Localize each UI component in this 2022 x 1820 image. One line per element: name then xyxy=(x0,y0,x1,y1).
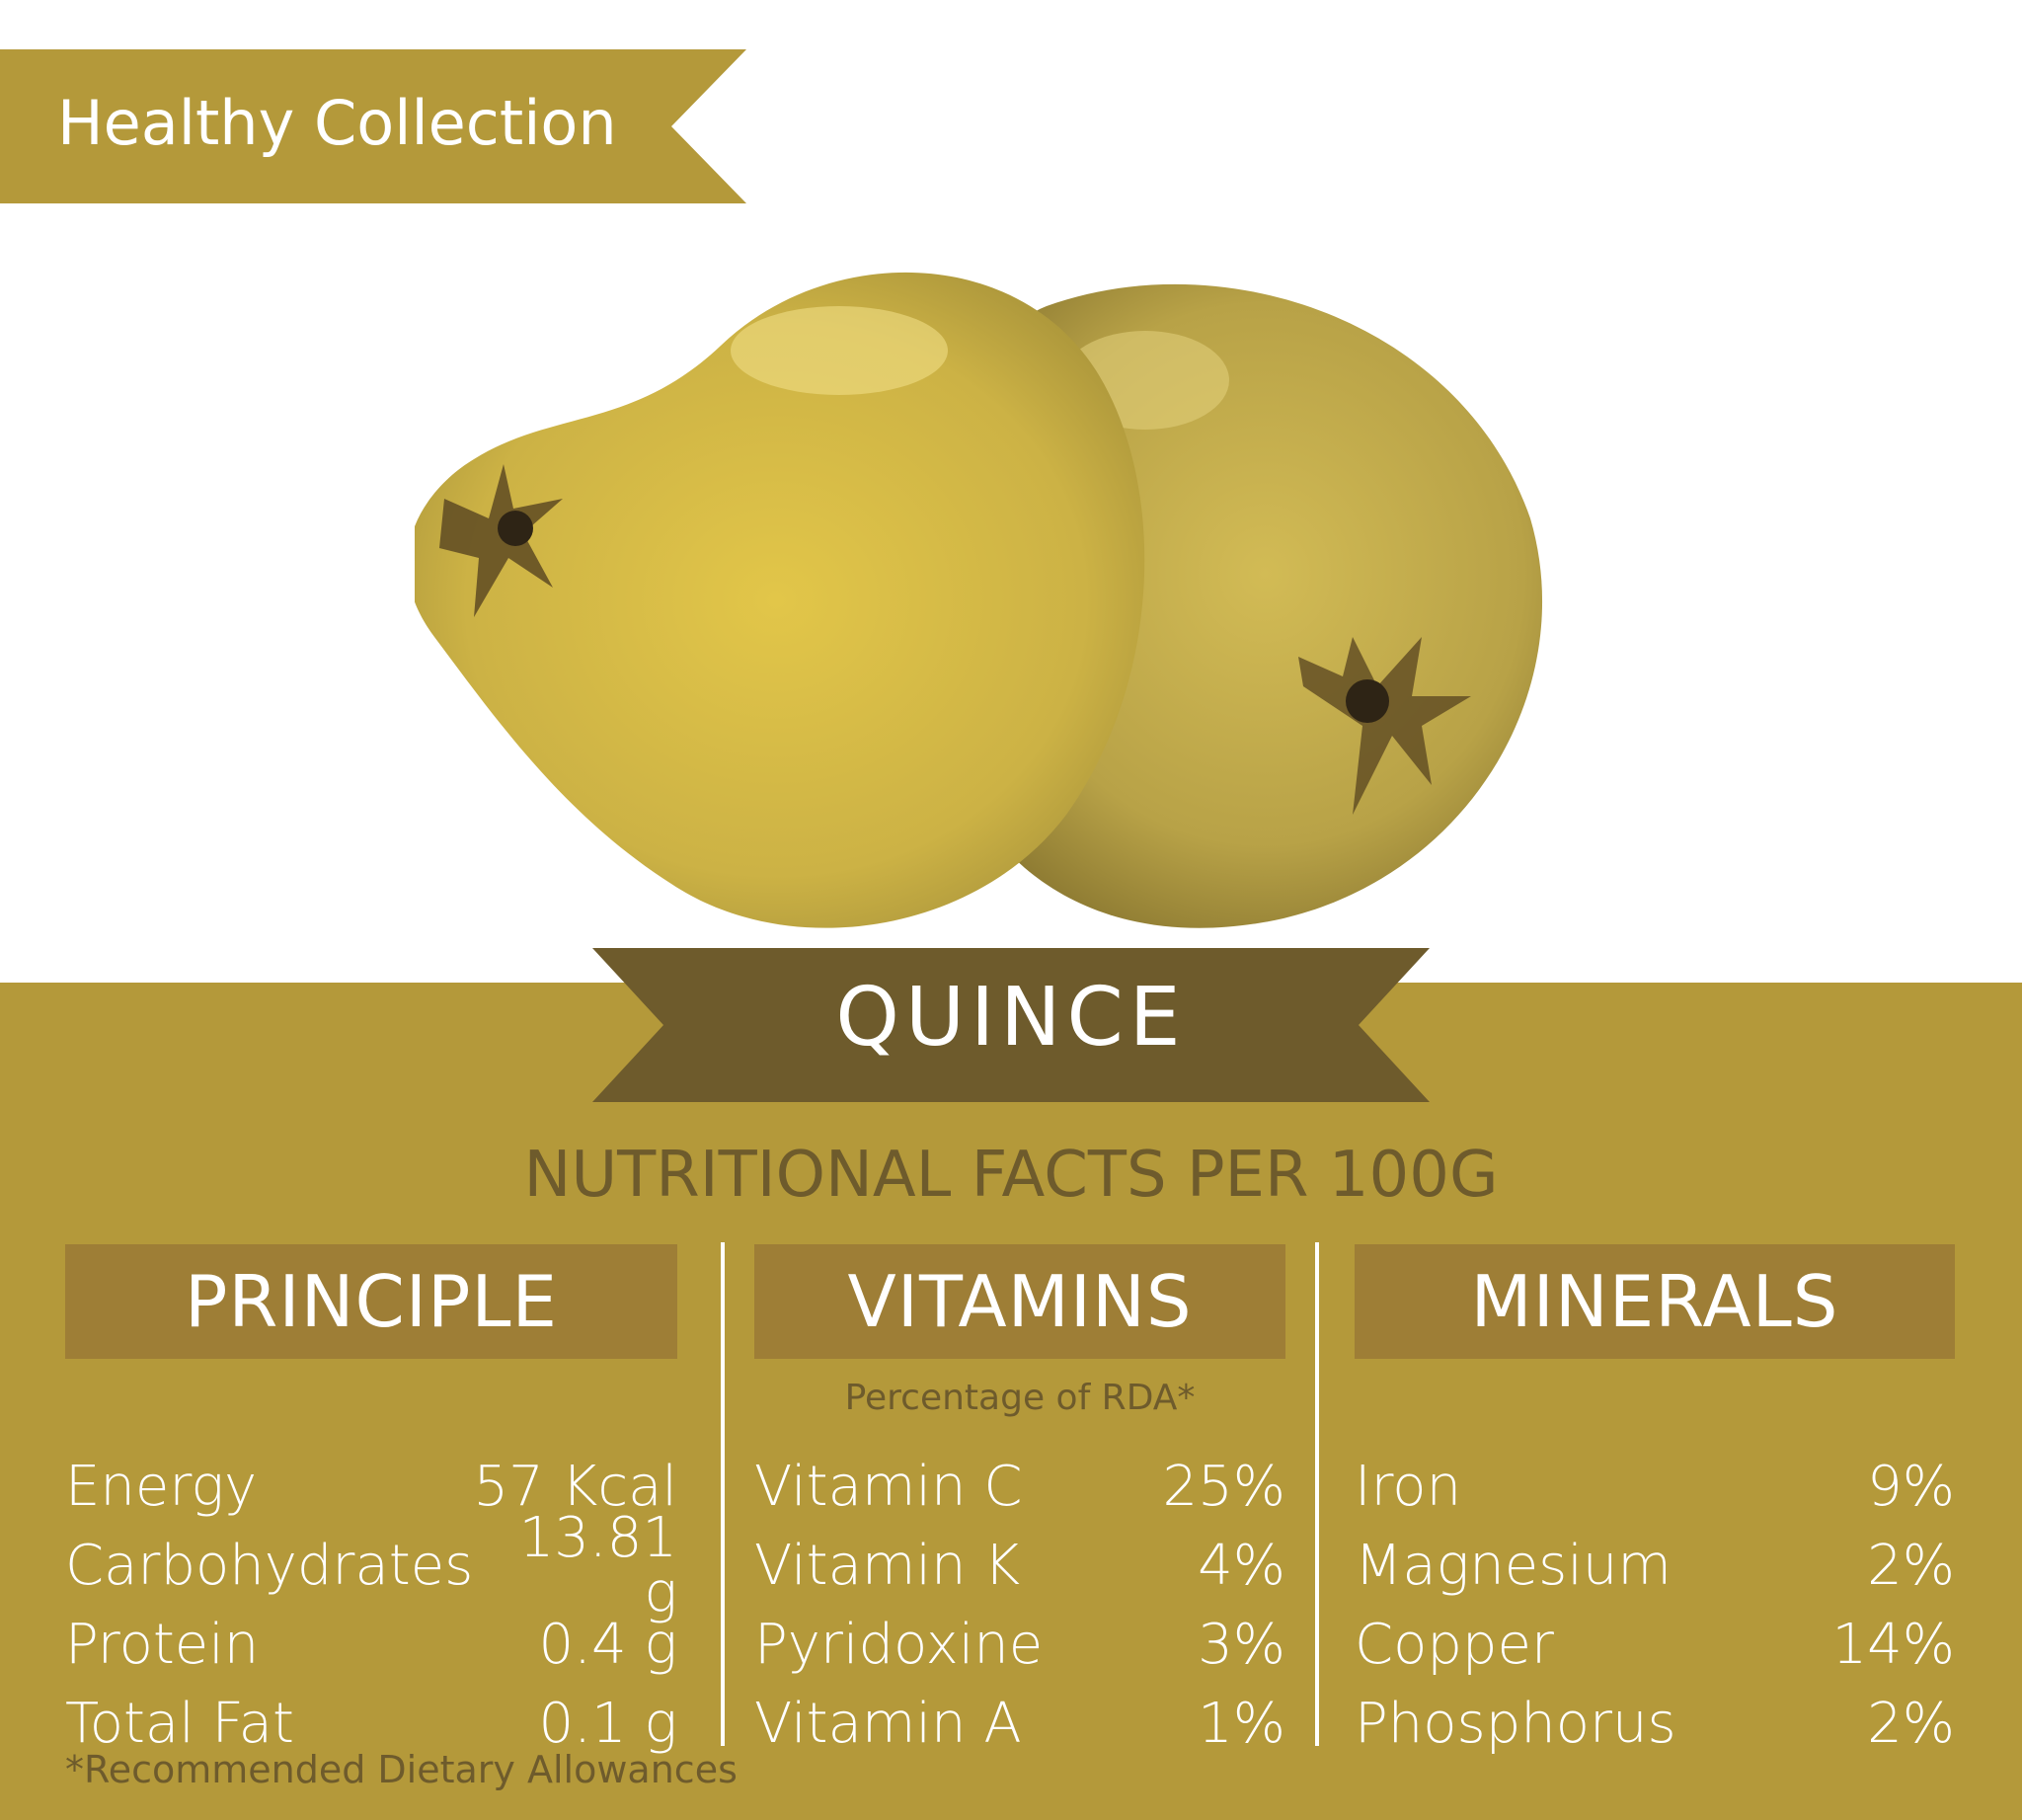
row-value: 14% xyxy=(1831,1613,1955,1677)
row-value: 3% xyxy=(1198,1613,1285,1677)
nutrition-panel xyxy=(0,983,2022,1820)
row-value: 4% xyxy=(1198,1534,1285,1598)
row-value: 9% xyxy=(1867,1455,1955,1519)
mineral-row: Copper 14% xyxy=(1355,1606,1955,1685)
vitamin-row: Vitamin K 4% xyxy=(754,1527,1285,1606)
principle-row: Carbohydrates 13.81 g xyxy=(65,1511,677,1622)
row-value: 2% xyxy=(1867,1692,1955,1756)
column-divider xyxy=(721,1242,725,1746)
row-label: Vitamin C xyxy=(754,1455,1023,1519)
minerals-column: MINERALS Iron 9% Magnesium 2% Copper 14% Ph… xyxy=(1355,1244,1955,1764)
row-label: Magnesium xyxy=(1355,1534,1672,1598)
mineral-row: Phosphorus 2% xyxy=(1355,1685,1955,1764)
row-label: Iron xyxy=(1355,1455,1462,1519)
row-value: 0.4 g xyxy=(538,1613,677,1677)
row-label: Pyridoxine xyxy=(754,1613,1044,1677)
mineral-row: Iron 9% xyxy=(1355,1448,1955,1527)
column-divider xyxy=(1315,1242,1319,1746)
minerals-heading: MINERALS xyxy=(1355,1244,1955,1359)
ribbon-label: Healthy Collection xyxy=(57,87,617,159)
vitamins-heading: VITAMINS xyxy=(754,1244,1285,1359)
principle-column: PRINCIPLE Energy 57 Kcal Carbohydrates 13.… xyxy=(65,1244,677,1764)
footnote: *Recommended Dietary Allowances xyxy=(65,1748,738,1791)
row-value: 25% xyxy=(1162,1455,1285,1519)
vitamin-row: Vitamin C 25% xyxy=(754,1448,1285,1527)
row-label: Total Fat xyxy=(65,1692,294,1756)
row-value: 57 Kcal xyxy=(473,1455,677,1519)
vitamin-row: Pyridoxine 3% xyxy=(754,1606,1285,1685)
principle-row: Total Fat 0.1 g xyxy=(65,1685,677,1764)
principle-row: Protein 0.4 g xyxy=(65,1606,677,1685)
healthy-collection-ribbon xyxy=(0,49,746,203)
vitamin-row: Vitamin A 1% xyxy=(754,1685,1285,1764)
rda-note: Percentage of RDA* xyxy=(844,1378,1196,1418)
row-label: Vitamin A xyxy=(754,1692,1022,1756)
nutrition-subtitle: NUTRITIONAL FACTS PER 100G xyxy=(523,1139,1499,1212)
product-name: QUINCE xyxy=(835,971,1187,1065)
row-label: Vitamin K xyxy=(754,1534,1021,1598)
principle-row: Energy 57 Kcal xyxy=(65,1448,677,1527)
row-label: Carbohydrates xyxy=(65,1534,474,1598)
vitamins-column: VITAMINS Percentage of RDA* Vitamin C 25%… xyxy=(754,1244,1285,1764)
row-value: 0.1 g xyxy=(538,1692,677,1756)
row-label: Protein xyxy=(65,1613,260,1677)
row-value: 2% xyxy=(1867,1534,1955,1598)
principle-heading: PRINCIPLE xyxy=(65,1244,677,1359)
row-value: 13.81 g xyxy=(518,1506,677,1625)
row-label: Phosphorus xyxy=(1355,1692,1676,1756)
row-label: Copper xyxy=(1355,1613,1554,1677)
quince-fruit-icon xyxy=(415,272,1543,928)
name-banner xyxy=(592,948,1430,1102)
mineral-row: Magnesium 2% xyxy=(1355,1527,1955,1606)
row-label: Energy xyxy=(65,1455,258,1519)
row-value: 1% xyxy=(1198,1692,1285,1756)
